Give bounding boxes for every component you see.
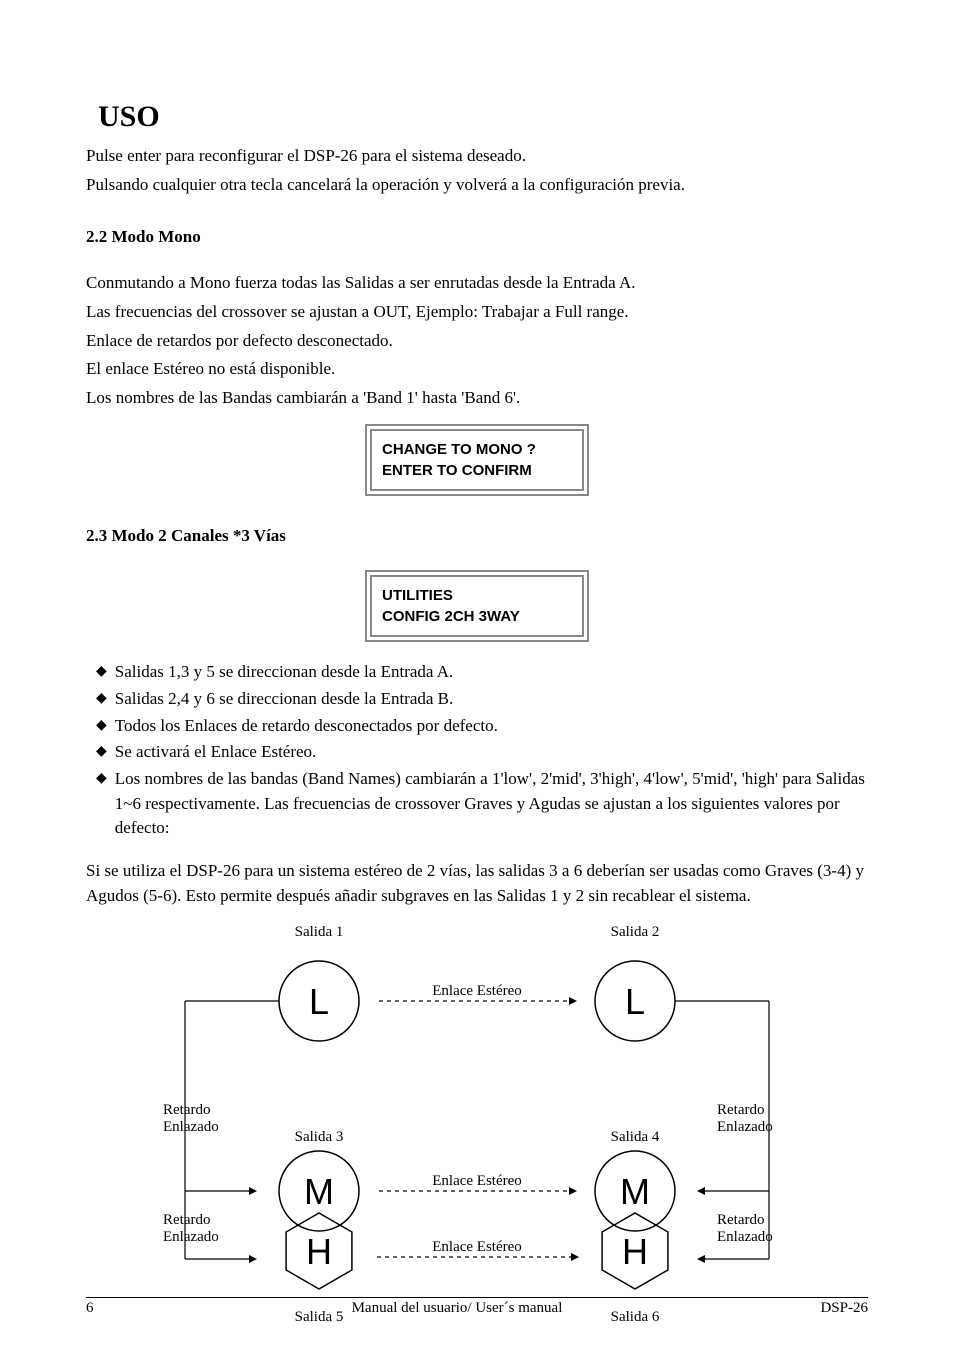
diamond-icon: ◆ [96, 767, 107, 791]
bullet-item: ◆ Salidas 1,3 y 5 se direccionan desde la… [86, 660, 868, 685]
bullet-list: ◆ Salidas 1,3 y 5 se direccionan desde la… [86, 660, 868, 840]
s22-line: El enlace Estéreo no está disponible. [86, 357, 868, 382]
diamond-icon: ◆ [96, 660, 107, 684]
intro-line-1: Pulse enter para reconfigurar el DSP-26 … [86, 144, 868, 169]
s23-paragraph: Si se utiliza el DSP-26 para un sistema … [86, 859, 868, 908]
diamond-icon: ◆ [96, 714, 107, 738]
svg-text:Enlazado: Enlazado [163, 1119, 219, 1135]
svg-text:L: L [625, 981, 645, 1022]
svg-text:Enlazado: Enlazado [717, 1229, 773, 1245]
svg-text:M: M [304, 1171, 334, 1212]
lcd-line1: CHANGE TO MONO ? [382, 439, 572, 460]
bullet-text: Todos los Enlaces de retardo desconectad… [115, 714, 868, 739]
s22-line: Enlace de retardos por defecto desconect… [86, 329, 868, 354]
section-23-heading: 2.3 Modo 2 Canales *3 Vías [86, 526, 868, 546]
svg-text:L: L [309, 981, 329, 1022]
svg-text:Enlace Estéreo: Enlace Estéreo [432, 1173, 522, 1189]
page-footer: 6 Manual del usuario/ User´s manual DSP-… [86, 1297, 868, 1317]
footer-page: 6 [86, 1300, 94, 1317]
lcd-box-mono: CHANGE TO MONO ? ENTER TO CONFIRM [365, 424, 589, 496]
svg-text:Enlazado: Enlazado [163, 1229, 219, 1245]
bullet-text: Se activará el Enlace Estéreo. [115, 740, 868, 765]
svg-text:Salida 2: Salida 2 [611, 926, 660, 940]
svg-text:Enlace Estéreo: Enlace Estéreo [432, 1239, 522, 1255]
svg-text:Salida 1: Salida 1 [295, 926, 344, 940]
svg-text:Retardo: Retardo [163, 1102, 210, 1118]
svg-text:Enlace Estéreo: Enlace Estéreo [432, 983, 522, 999]
bullet-item: ◆ Los nombres de las bandas (Band Names) … [86, 767, 868, 841]
diamond-icon: ◆ [96, 740, 107, 764]
lcd-line2: CONFIG 2CH 3WAY [382, 606, 572, 627]
lcd-inner: CHANGE TO MONO ? ENTER TO CONFIRM [370, 429, 584, 491]
lcd-line1: UTILITIES [382, 585, 572, 606]
section-22-heading: 2.2 Modo Mono [86, 227, 868, 247]
lcd-line2: ENTER TO CONFIRM [382, 460, 572, 481]
s22-line: Los nombres de las Bandas cambiarán a 'B… [86, 386, 868, 411]
s22-line: Las frecuencias del crossover se ajustan… [86, 300, 868, 325]
bullet-text: Salidas 2,4 y 6 se direccionan desde la … [115, 687, 868, 712]
bullet-item: ◆ Todos los Enlaces de retardo desconecta… [86, 714, 868, 739]
s22-line: Conmutando a Mono fuerza todas las Salid… [86, 271, 868, 296]
svg-text:Salida 3: Salida 3 [295, 1129, 344, 1145]
diagram-svg: Salida 1 Salida 2 L L Enlace Estéreo Salida 3… [157, 926, 797, 1336]
svg-text:Retardo: Retardo [717, 1102, 764, 1118]
diamond-icon: ◆ [96, 687, 107, 711]
lcd-inner: UTILITIES CONFIG 2CH 3WAY [370, 575, 584, 637]
lcd-box-2ch3way: UTILITIES CONFIG 2CH 3WAY [365, 570, 589, 642]
footer-center: Manual del usuario/ User´s manual [352, 1300, 563, 1317]
svg-text:H: H [306, 1231, 332, 1272]
svg-text:H: H [622, 1231, 648, 1272]
footer-right: DSP-26 [820, 1300, 868, 1317]
bullet-item: ◆ Salidas 2,4 y 6 se direccionan desde la… [86, 687, 868, 712]
svg-text:Retardo: Retardo [163, 1212, 210, 1228]
svg-text:Enlazado: Enlazado [717, 1119, 773, 1135]
svg-text:M: M [620, 1171, 650, 1212]
svg-text:Retardo: Retardo [717, 1212, 764, 1228]
bullet-text: Salidas 1,3 y 5 se direccionan desde la … [115, 660, 868, 685]
routing-diagram: Salida 1 Salida 2 L L Enlace Estéreo Salida 3… [157, 926, 797, 1336]
page-title: USO [98, 100, 868, 134]
svg-text:Salida 4: Salida 4 [611, 1129, 660, 1145]
bullet-item: ◆ Se activará el Enlace Estéreo. [86, 740, 868, 765]
intro-line-2: Pulsando cualquier otra tecla cancelará … [86, 173, 868, 198]
bullet-text: Los nombres de las bandas (Band Names) c… [115, 767, 868, 841]
